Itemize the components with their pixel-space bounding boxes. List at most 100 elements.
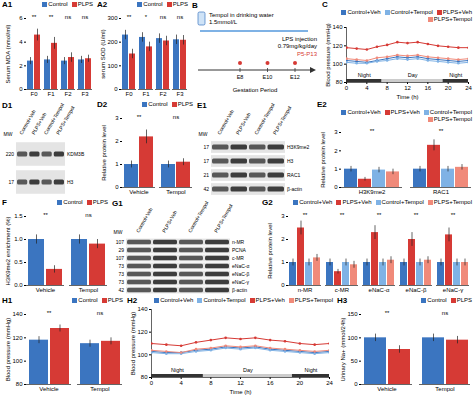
svg-text:eNaC-α: eNaC-α bbox=[369, 287, 390, 293]
svg-text:H3: H3 bbox=[287, 158, 294, 164]
svg-text:PLPS+Tempol: PLPS+Tempol bbox=[271, 105, 292, 136]
svg-text:ns: ns bbox=[177, 14, 183, 20]
svg-text:Night: Night bbox=[305, 367, 318, 373]
svg-text:2: 2 bbox=[115, 138, 119, 144]
svg-text:120: 120 bbox=[137, 329, 148, 335]
svg-text:21: 21 bbox=[203, 172, 209, 178]
svg-text:17: 17 bbox=[8, 179, 14, 185]
svg-text:220: 220 bbox=[6, 151, 15, 157]
svg-text:150: 150 bbox=[347, 311, 358, 317]
svg-text:1.0: 1.0 bbox=[14, 236, 23, 242]
svg-text:MW: MW bbox=[199, 131, 208, 137]
svg-text:0: 0 bbox=[354, 381, 358, 387]
svg-text:**: ** bbox=[414, 212, 419, 218]
svg-text:12: 12 bbox=[404, 85, 411, 91]
svg-text:F0: F0 bbox=[125, 91, 133, 97]
svg-text:1: 1 bbox=[281, 259, 285, 265]
svg-text:0: 0 bbox=[150, 380, 154, 386]
svg-text:100: 100 bbox=[12, 358, 23, 364]
svg-text:**: ** bbox=[32, 14, 37, 20]
svg-text:100: 100 bbox=[332, 61, 343, 67]
svg-text:**: ** bbox=[303, 212, 308, 218]
svg-text:n-MR: n-MR bbox=[232, 239, 245, 245]
svg-text:H3: H3 bbox=[67, 179, 74, 185]
svg-text:Control+Tempol: Control+Tempol bbox=[187, 200, 210, 233]
svg-text:300: 300 bbox=[107, 15, 118, 21]
svg-text:E12: E12 bbox=[290, 74, 300, 80]
svg-text:H3K9me2: H3K9me2 bbox=[287, 144, 309, 150]
svg-text:F1: F1 bbox=[47, 91, 55, 97]
svg-text:Blood pressure (mmHg): Blood pressure (mmHg) bbox=[5, 318, 11, 382]
svg-text:0.5: 0.5 bbox=[14, 259, 23, 265]
svg-text:G1: G1 bbox=[112, 199, 123, 208]
svg-text:**: ** bbox=[377, 212, 382, 218]
svg-text:1: 1 bbox=[334, 166, 338, 172]
svg-text:Blood pressure (mmHg): Blood pressure (mmHg) bbox=[130, 312, 136, 376]
svg-text:0: 0 bbox=[115, 184, 119, 190]
svg-text:Relative protein level: Relative protein level bbox=[101, 125, 107, 181]
svg-text:Relative protein level: Relative protein level bbox=[320, 132, 326, 188]
svg-text:Tempol in drinking water: Tempol in drinking water bbox=[209, 12, 274, 18]
svg-text:Control+Veh: Control+Veh bbox=[216, 108, 235, 135]
svg-text:120: 120 bbox=[332, 43, 343, 49]
svg-text:Time (h): Time (h) bbox=[229, 389, 251, 395]
svg-text:3: 3 bbox=[115, 115, 119, 121]
svg-text:F1: F1 bbox=[142, 91, 150, 97]
svg-text:Tempol: Tempol bbox=[90, 386, 109, 392]
svg-text:0: 0 bbox=[114, 86, 118, 92]
svg-text:E8: E8 bbox=[237, 74, 244, 80]
svg-text:Tempol: Tempol bbox=[166, 189, 185, 195]
svg-text:120: 120 bbox=[12, 335, 23, 341]
svg-text:P5-P13: P5-P13 bbox=[297, 51, 318, 57]
svg-text:16: 16 bbox=[424, 85, 431, 91]
svg-text:16: 16 bbox=[267, 380, 274, 386]
svg-text:H3K9me2 enrichment (%): H3K9me2 enrichment (%) bbox=[5, 216, 11, 285]
svg-text:c-MR: c-MR bbox=[232, 255, 244, 261]
svg-text:0: 0 bbox=[345, 85, 349, 91]
svg-text:E10: E10 bbox=[263, 74, 273, 80]
svg-text:42: 42 bbox=[203, 186, 209, 192]
svg-text:eNaC-γ: eNaC-γ bbox=[232, 279, 249, 285]
svg-text:4: 4 bbox=[365, 85, 369, 91]
svg-text:Vehicle: Vehicle bbox=[129, 189, 149, 195]
svg-text:F2: F2 bbox=[64, 91, 72, 97]
svg-text:H3K9me2: H3K9me2 bbox=[359, 189, 386, 195]
svg-text:**: ** bbox=[49, 14, 54, 20]
svg-text:Control+Veh: Control+Veh bbox=[135, 206, 154, 233]
svg-text:6: 6 bbox=[19, 15, 23, 21]
svg-text:140: 140 bbox=[332, 24, 343, 30]
svg-text:80: 80 bbox=[16, 381, 23, 387]
svg-text:PLPS+Veh: PLPS+Veh bbox=[161, 209, 178, 233]
svg-text:50: 50 bbox=[351, 358, 358, 364]
svg-text:ns: ns bbox=[82, 14, 88, 20]
svg-text:1: 1 bbox=[115, 161, 119, 167]
svg-text:0: 0 bbox=[334, 184, 338, 190]
svg-text:ns: ns bbox=[173, 114, 179, 120]
svg-text:Gestation Period: Gestation Period bbox=[233, 87, 278, 93]
svg-text:Time (h): Time (h) bbox=[396, 94, 418, 100]
svg-text:0.0: 0.0 bbox=[14, 282, 23, 288]
svg-text:**: ** bbox=[370, 128, 375, 134]
svg-text:Blood pressure (mmHg): Blood pressure (mmHg) bbox=[325, 23, 331, 87]
svg-text:eNaC-α: eNaC-α bbox=[232, 263, 249, 269]
svg-text:**: ** bbox=[43, 212, 48, 218]
svg-text:*: * bbox=[145, 14, 148, 20]
svg-text:100: 100 bbox=[107, 63, 118, 69]
svg-text:KDM3B: KDM3B bbox=[67, 151, 85, 157]
svg-text:100: 100 bbox=[347, 335, 358, 341]
svg-text:3: 3 bbox=[281, 213, 285, 219]
svg-text:MW: MW bbox=[4, 131, 13, 137]
svg-text:Day: Day bbox=[408, 72, 418, 78]
svg-text:**: ** bbox=[340, 212, 345, 218]
svg-text:24: 24 bbox=[326, 380, 333, 386]
svg-text:0: 0 bbox=[281, 282, 285, 288]
svg-text:**: ** bbox=[439, 128, 444, 134]
svg-text:12: 12 bbox=[237, 380, 244, 386]
svg-text:F3: F3 bbox=[81, 91, 89, 97]
svg-text:F3: F3 bbox=[176, 91, 184, 97]
svg-text:PLPS+Veh: PLPS+Veh bbox=[234, 111, 251, 135]
svg-text:n-MR: n-MR bbox=[298, 287, 313, 293]
svg-text:100: 100 bbox=[137, 352, 148, 358]
svg-text:B: B bbox=[192, 1, 198, 10]
svg-text:Vehicle: Vehicle bbox=[377, 386, 397, 392]
